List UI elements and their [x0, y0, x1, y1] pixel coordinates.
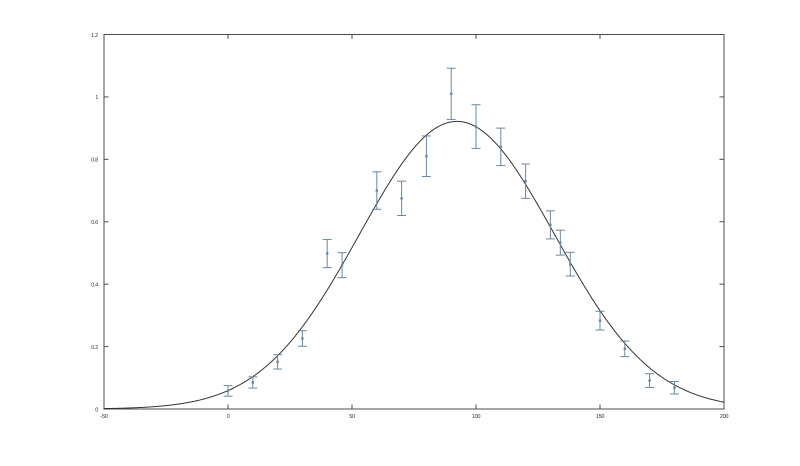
svg-text:1: 1	[95, 95, 98, 101]
svg-text:1.2: 1.2	[91, 33, 98, 39]
svg-text:-50: -50	[100, 414, 107, 420]
svg-text:0.6: 0.6	[91, 220, 98, 226]
svg-text:0.8: 0.8	[91, 158, 98, 164]
svg-text:150: 150	[596, 414, 605, 420]
svg-text:0: 0	[227, 414, 230, 420]
svg-text:50: 50	[349, 414, 355, 420]
svg-text:0.2: 0.2	[91, 345, 98, 351]
svg-text:0: 0	[95, 407, 98, 413]
svg-text:0.4: 0.4	[91, 282, 98, 288]
svg-text:200: 200	[720, 414, 729, 420]
svg-text:100: 100	[472, 414, 481, 420]
